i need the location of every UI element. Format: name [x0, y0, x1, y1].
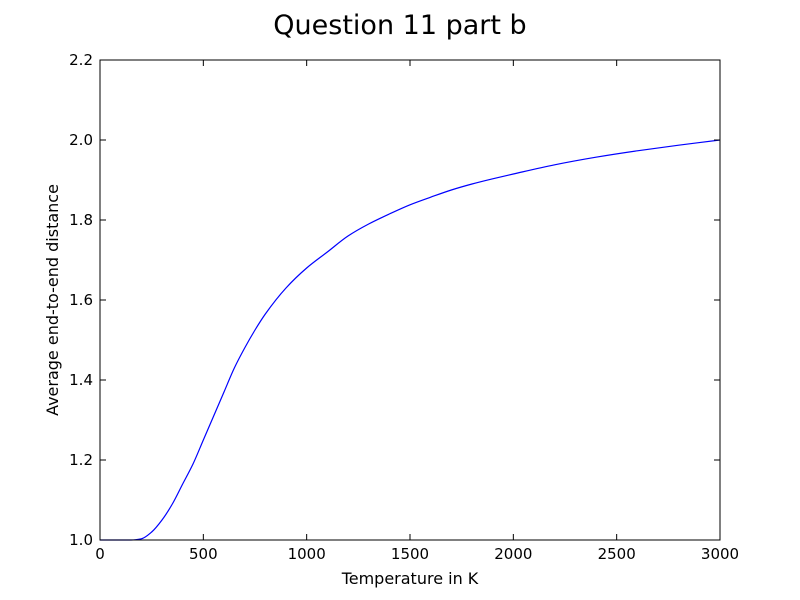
x-tick-label: 500 — [189, 545, 218, 563]
y-tick-label: 1.2 — [69, 451, 93, 469]
plot-frame — [99, 59, 721, 541]
x-tick-label: 2500 — [598, 545, 636, 563]
y-tick-label: 2.2 — [69, 51, 93, 69]
y-tick-label: 1.8 — [69, 211, 93, 229]
x-tick-label: 1000 — [288, 545, 326, 563]
y-tick-label: 1.6 — [69, 291, 93, 309]
y-tick-label: 1.0 — [69, 531, 93, 549]
x-tick-label: 1500 — [391, 545, 429, 563]
x-axis-label: Temperature in K — [341, 569, 479, 588]
plot-area — [100, 139, 721, 541]
x-tick-label: 0 — [95, 545, 105, 563]
chart-title: Question 11 part b — [273, 10, 526, 41]
series-line-0 — [100, 139, 721, 541]
y-tick-label: 1.4 — [69, 371, 93, 389]
y-tick-label: 2.0 — [69, 131, 93, 149]
axis-ticks: 0 500 1000 1500 2000 2500 3000 1.0 1.2 1.4 1.6 1.8 2… — [69, 51, 739, 563]
y-axis-label: Average end-to-end distance — [43, 184, 62, 416]
x-tick-label: 2000 — [494, 545, 532, 563]
x-tick-label: 3000 — [701, 545, 739, 563]
